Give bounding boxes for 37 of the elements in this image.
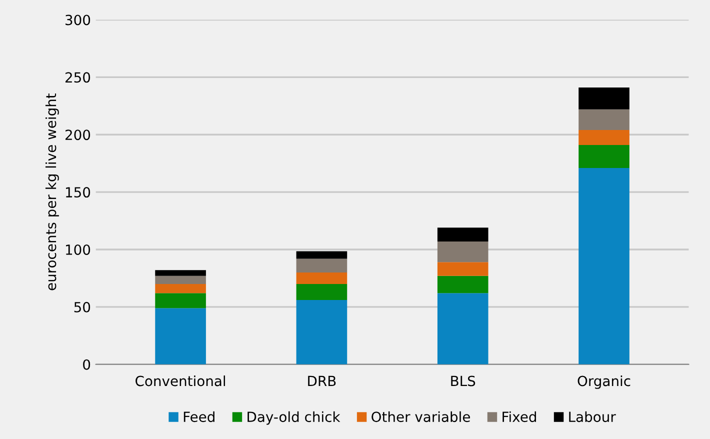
bar: [296, 272, 348, 284]
legend-label: Day-old chick: [248, 411, 340, 425]
bar: [437, 241, 488, 262]
y-tick-label: 250: [65, 72, 90, 83]
y-tick-label: 150: [66, 187, 90, 198]
bar: [437, 293, 488, 364]
legend-label: Labour: [569, 411, 616, 422]
bar: [578, 130, 630, 145]
x-tick-label: Organic: [578, 375, 630, 389]
bar: [155, 270, 206, 276]
bar: [155, 276, 206, 284]
bar: [437, 262, 488, 276]
y-tick-label: 300: [66, 14, 90, 26]
x-tick-label: BLS: [451, 376, 476, 386]
x-tick-label: DRB: [308, 376, 336, 386]
x-tick-label: Conventional: [136, 375, 226, 386]
y-tick-label: 0: [83, 359, 90, 370]
legend-label: Feed: [184, 411, 214, 422]
y-tick-label: 50: [74, 302, 90, 312]
bar: [578, 168, 630, 364]
bar: [437, 276, 488, 294]
bar: [296, 300, 348, 364]
bar: [155, 293, 206, 308]
bar: [296, 258, 348, 272]
bar: [296, 284, 348, 300]
legend-label: Other variable: [372, 411, 470, 422]
bar: [296, 251, 348, 259]
bar: [578, 109, 630, 130]
bar: [155, 308, 206, 364]
legend-label: Fixed: [502, 411, 536, 422]
bar: [578, 144, 630, 168]
y-tick-label: 200: [65, 130, 90, 140]
bar: [437, 228, 488, 242]
bar: [155, 284, 206, 294]
y-tick-label: 100: [66, 244, 90, 255]
bar: [578, 88, 630, 110]
y-axis-title: eurocents per kg live weight: [45, 93, 59, 290]
